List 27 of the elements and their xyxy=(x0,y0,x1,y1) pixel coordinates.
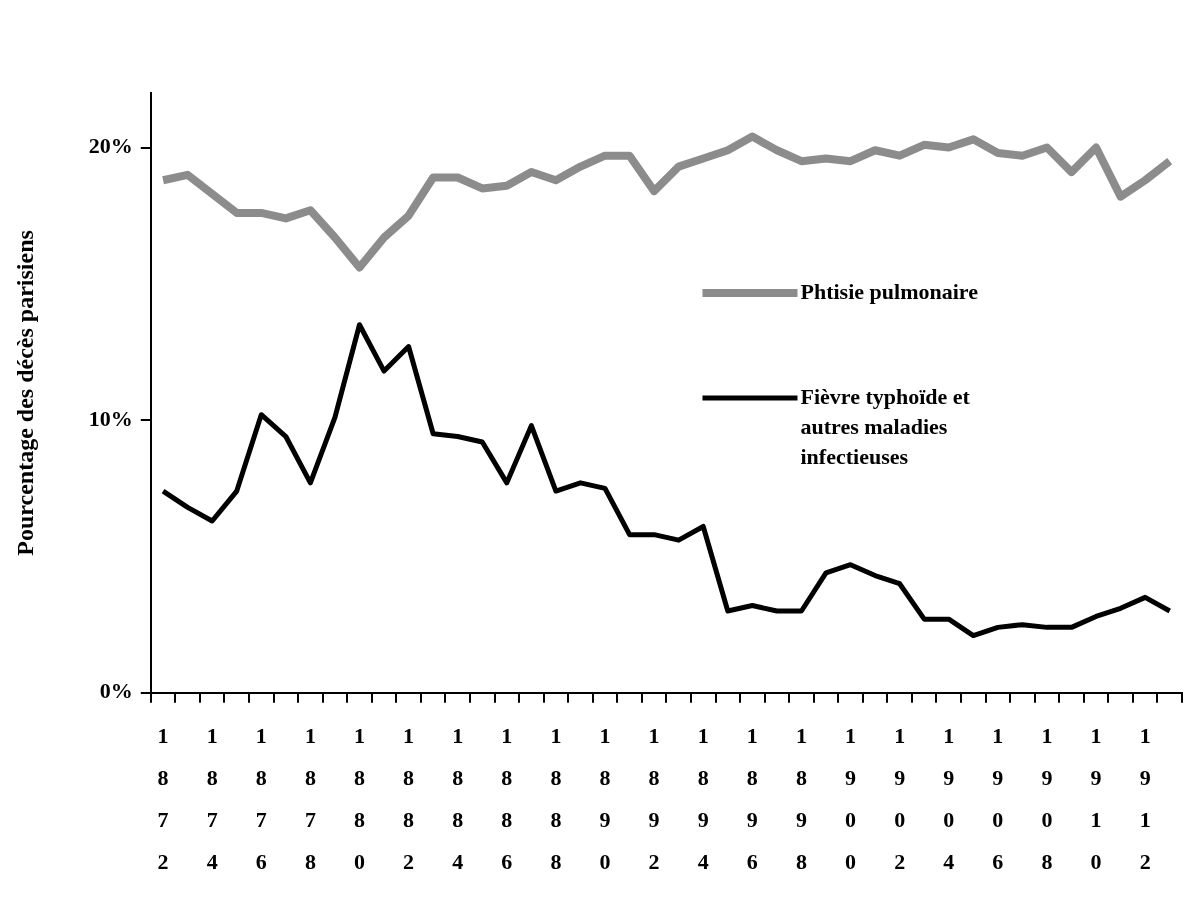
x-tick-label: 1880 xyxy=(354,723,365,874)
x-tick-label: 1874 xyxy=(206,723,218,874)
y-tick-label: 10% xyxy=(88,405,133,431)
x-tick-label: 1910 xyxy=(1090,723,1102,874)
legend-label: Phtisie pulmonaire xyxy=(800,278,979,304)
x-tick-label: 1892 xyxy=(648,723,660,874)
x-tick-label: 1890 xyxy=(599,723,611,874)
x-tick-label: 1906 xyxy=(992,723,1004,874)
x-tick-label: 1898 xyxy=(795,723,807,874)
x-tick-label: 1900 xyxy=(845,723,857,874)
x-tick-label: 1894 xyxy=(697,723,709,874)
x-tick-label: 1888 xyxy=(550,723,562,874)
x-tick-label: 1876 xyxy=(255,723,267,874)
x-tick-label: 1904 xyxy=(943,723,955,874)
x-tick-label: 1908 xyxy=(1041,723,1053,874)
x-tick-label: 1902 xyxy=(894,723,906,874)
legend-label: Fièvre typhoïde et autres maladies infectieuses xyxy=(800,383,971,469)
x-tick-label: 1896 xyxy=(746,723,758,874)
x-tick-label: 1884 xyxy=(452,723,464,874)
y-axis-title: Pourcentage des décès parisiens xyxy=(11,230,38,556)
x-tick-label: 1886 xyxy=(501,723,513,874)
x-tick-label: 1912 xyxy=(1139,723,1151,874)
x-tick-label: 1872 xyxy=(157,723,169,874)
x-tick-label: 1882 xyxy=(403,723,415,874)
x-tick-label: 1878 xyxy=(304,723,316,874)
y-tick-label: 20% xyxy=(88,133,133,159)
y-tick-label: 0% xyxy=(99,678,133,704)
